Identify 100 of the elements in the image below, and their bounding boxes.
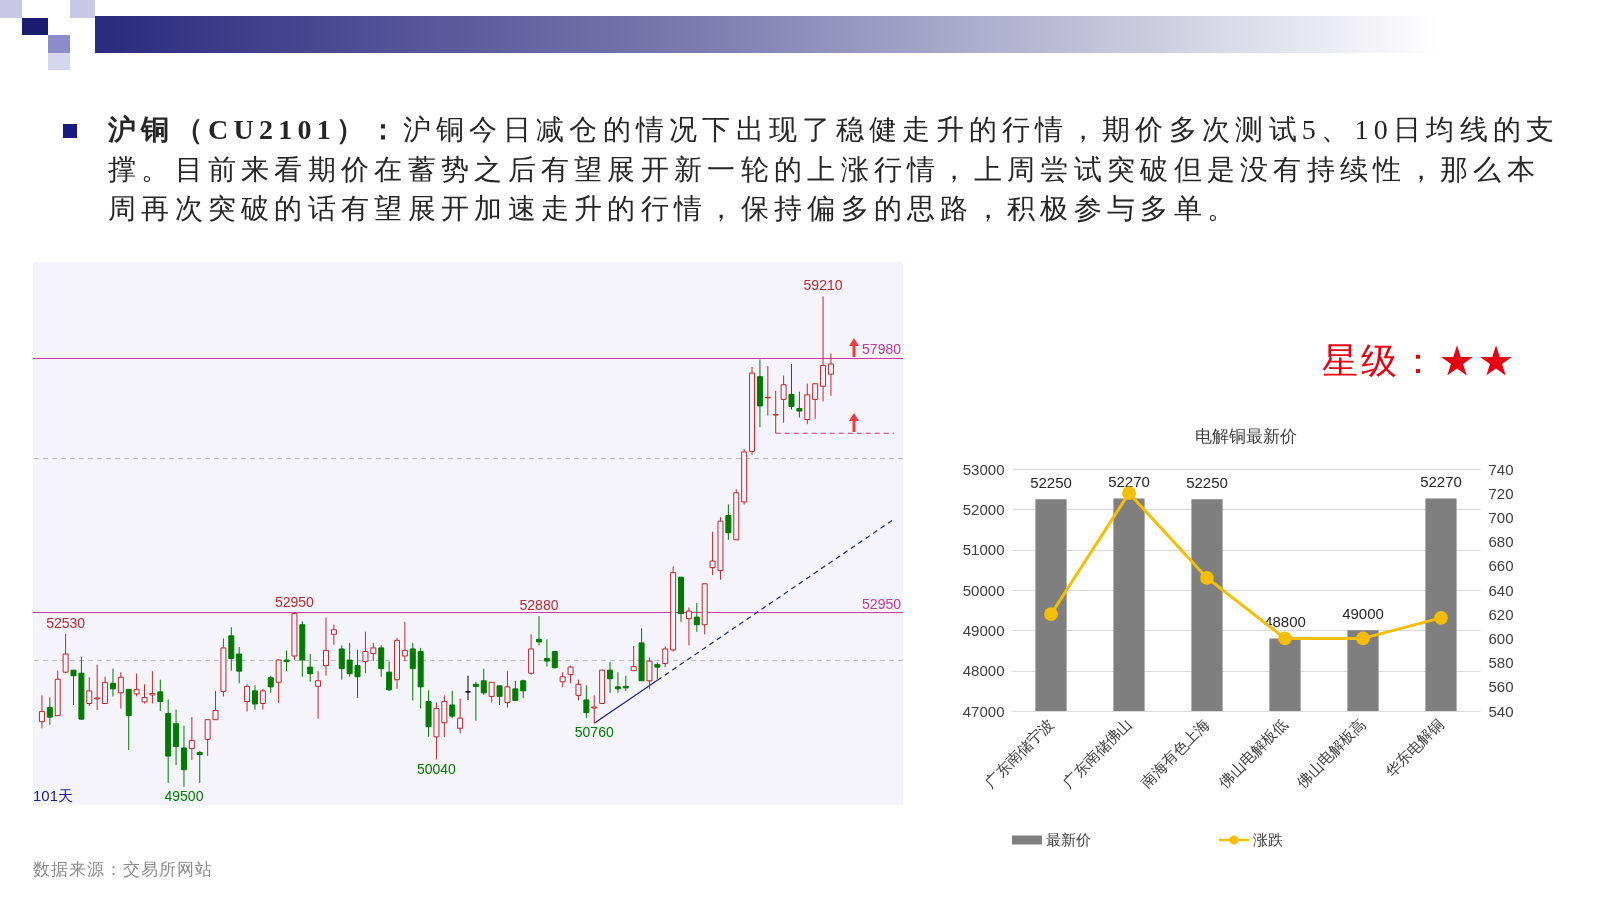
candlestick	[259, 688, 266, 711]
candlestick	[575, 679, 582, 701]
candlestick	[583, 684, 590, 719]
candlestick	[472, 681, 479, 722]
annotation: 52950	[274, 593, 315, 610]
text: 101天	[33, 787, 74, 804]
candlestick	[117, 671, 124, 710]
y-tick-label: 47000	[962, 702, 1005, 720]
candlestick	[409, 642, 416, 701]
ref-line-label: 57980	[862, 341, 902, 358]
candlestick	[173, 709, 180, 766]
candlestick	[338, 644, 345, 681]
y2-tick-label: 620	[1488, 605, 1514, 623]
candlestick	[330, 624, 337, 646]
legend-label: 涨跌	[1253, 832, 1283, 848]
candlestick	[512, 680, 519, 701]
candlestick	[62, 633, 69, 674]
candlestick	[480, 668, 487, 696]
candlestick	[725, 503, 732, 541]
candlestick	[180, 725, 187, 788]
candlestick	[386, 661, 393, 692]
text: 星级：★★	[1322, 340, 1517, 383]
chart-title: 沪铜（CU2101）：	[108, 114, 403, 145]
candlestick	[401, 621, 408, 662]
candlestick	[236, 646, 243, 684]
y2-tick-label: 580	[1488, 654, 1514, 672]
y-tick-label: 53000	[962, 460, 1005, 478]
y-tick-label: 51000	[962, 541, 1005, 559]
y2-tick-label: 660	[1488, 557, 1514, 575]
data-label: 49000	[1342, 605, 1384, 623]
ref-line-label: 52950	[862, 595, 902, 612]
point	[1278, 631, 1292, 646]
candlestick	[133, 673, 140, 697]
point	[1200, 571, 1214, 585]
candlestick	[196, 750, 203, 784]
candlestick	[102, 676, 109, 704]
annotation: 49500	[164, 787, 204, 804]
candlestick	[662, 645, 669, 668]
candlestick	[693, 602, 700, 633]
candlestick	[827, 352, 834, 397]
point	[1044, 607, 1058, 622]
annotation: 59210	[803, 277, 843, 294]
candlestick	[796, 391, 803, 419]
candlestick	[38, 694, 45, 729]
candlestick	[820, 295, 827, 402]
source-note: 数据来源：交易所网站	[33, 859, 213, 881]
annotation: 52530	[46, 614, 86, 631]
y-tick-label: 49000	[962, 621, 1005, 639]
candlestick	[465, 675, 471, 701]
candlestick	[780, 375, 787, 424]
point	[1122, 486, 1136, 501]
candlestick	[275, 658, 282, 704]
data-label: 52250	[1030, 474, 1072, 492]
y2-tick-label: 720	[1488, 484, 1514, 502]
candlestick	[283, 649, 290, 672]
data-label: 52270	[1108, 473, 1150, 491]
candlestick	[188, 716, 195, 761]
candlestick	[685, 607, 692, 646]
candlestick	[764, 365, 771, 417]
candlestick	[157, 679, 164, 712]
y2-tick-label: 740	[1488, 460, 1514, 478]
candlestick	[488, 681, 495, 703]
candlestick	[772, 390, 779, 434]
x-tick-label: 佛山电解板低	[1215, 715, 1291, 791]
legend-label: 最新价	[1046, 832, 1091, 848]
x-tick-label: 佛山电解板高	[1293, 715, 1369, 791]
candlestick	[457, 697, 464, 734]
y2-tick-label: 540	[1488, 702, 1514, 720]
candlestick	[378, 644, 385, 678]
candlestick	[315, 670, 322, 720]
candlestick	[812, 383, 819, 420]
y-tick-label: 50000	[962, 581, 1005, 599]
candlestick	[496, 685, 503, 706]
annotation: 50040	[416, 760, 457, 777]
candlestick	[543, 638, 550, 668]
y-tick-label: 52000	[962, 500, 1005, 518]
candlestick	[244, 683, 251, 713]
chart-title: 电解铜最新价	[1195, 427, 1297, 446]
candlestick	[149, 670, 156, 704]
point	[1356, 631, 1370, 646]
candlestick	[504, 670, 511, 709]
x-tick-label: 广东南储佛山	[1059, 715, 1135, 791]
candlestick	[322, 617, 329, 677]
x-tick-label: 南海有色上海	[1137, 715, 1213, 791]
data-label: 52270	[1420, 473, 1462, 491]
candlestick	[591, 694, 598, 724]
candlestick	[86, 676, 93, 707]
candlestick	[46, 696, 53, 726]
candlestick	[251, 684, 258, 711]
y2-tick-label: 640	[1488, 581, 1514, 599]
candlestick	[630, 645, 637, 672]
y-tick-label: 48000	[962, 662, 1005, 680]
annotation: 52880	[519, 597, 559, 614]
y2-tick-label: 560	[1488, 678, 1514, 696]
candlestick	[646, 657, 653, 690]
candlestick	[449, 690, 456, 719]
candlestick	[109, 668, 116, 697]
y2-tick-label: 700	[1488, 508, 1514, 526]
candlestick	[94, 664, 101, 711]
candlestick	[307, 653, 314, 683]
